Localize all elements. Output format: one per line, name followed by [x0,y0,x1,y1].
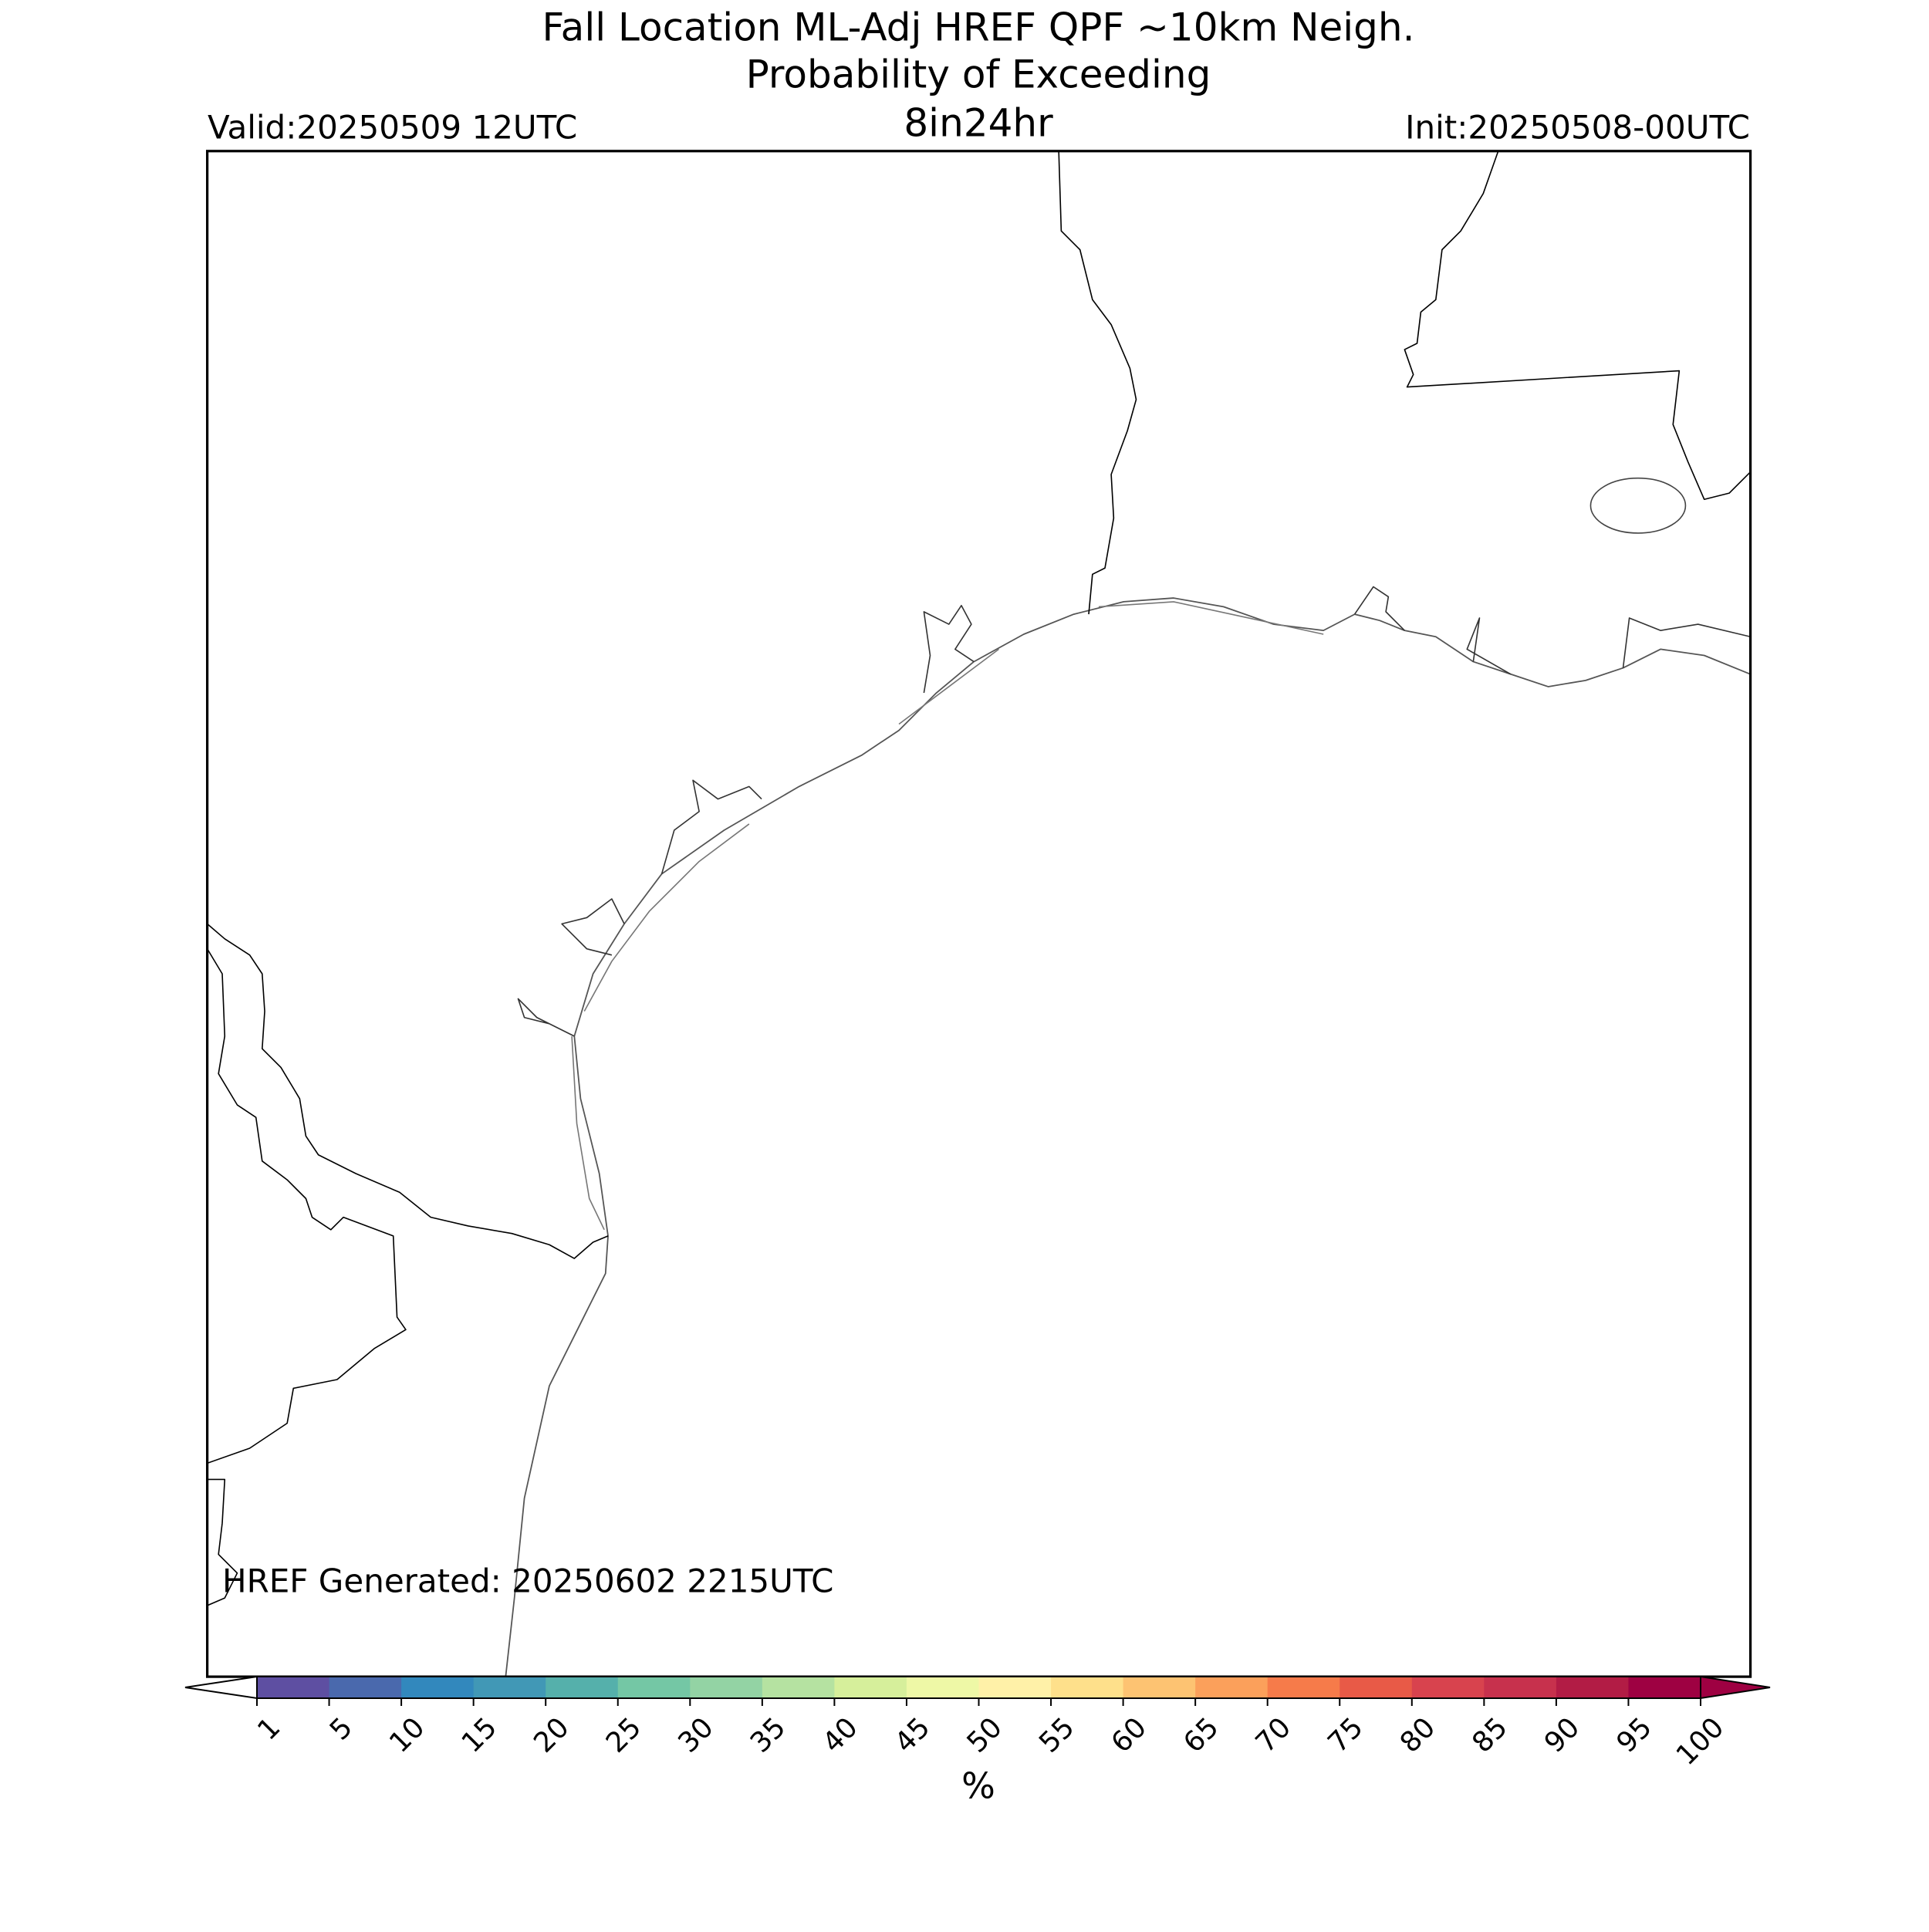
colorbar-segment [1411,1677,1485,1698]
colorbar-segment [329,1677,402,1698]
colorbar-segment [1484,1677,1557,1698]
colorbar-tick-label: 55 [1033,1711,1080,1758]
colorbar-label: % [961,1765,995,1807]
colorbar-segment [1267,1677,1340,1698]
colorbar-tick-label: 80 [1394,1711,1441,1758]
colorbar-tick-label: 65 [1177,1711,1225,1758]
colorbar-segment [1123,1677,1196,1698]
colorbar-tick-label: 85 [1466,1711,1513,1758]
init-time: Init:20250508-00UTC [1405,109,1750,147]
colorbar-tick-label: 100 [1671,1711,1731,1772]
state-border [1058,150,1751,615]
colorbar-segment [1195,1677,1269,1698]
colorbar-tick-label: 35 [745,1711,792,1758]
colorbar-segment [762,1677,835,1698]
colorbar-tick-label: 40 [816,1711,863,1758]
colorbar-segment [401,1677,475,1698]
title-line: Fall Location ML-Adj HREF QPF ~10km Neig… [542,5,1415,50]
lake [1589,477,1687,534]
coastline [505,597,1751,1677]
colorbar-tick-label: 90 [1539,1711,1586,1758]
map [205,150,1752,1678]
colorbar-segment [546,1677,619,1698]
colorbar: 1 5 10 15 20 25 30 35 40 45 50 55 60 65 70 75 80 85 90 95 10… [184,1675,1771,1772]
colorbar-tick-label: 25 [600,1711,647,1758]
colorbar-tick-label: 70 [1250,1711,1297,1758]
bays [517,586,1751,1037]
colorbar-segment [1628,1677,1701,1698]
colorbar-tick-label: 75 [1322,1711,1369,1758]
colorbar-segment [906,1677,979,1698]
colorbar-segment [1556,1677,1629,1698]
colorbar-tick-label: 45 [889,1711,936,1758]
colorbar-tick-label: 60 [1106,1711,1153,1758]
title-line: Probability of Exceeding [746,52,1211,97]
valid-time: Valid:20250509 12UTC [208,109,577,147]
generated-time: HREF Generated: 20250602 2215UTC [222,1562,833,1600]
colorbar-segment [978,1677,1052,1698]
country-border [207,923,609,1259]
colorbar-tick-label: 20 [528,1711,575,1758]
province-border [207,948,407,1606]
colorbar-over [1700,1675,1771,1700]
colorbar-segment [257,1677,330,1698]
colorbar-under [184,1675,258,1700]
colorbar-segment [1051,1677,1124,1698]
colorbar-tick-label: 50 [961,1711,1008,1758]
colorbar-tick-label: 10 [383,1711,431,1758]
colorbar-tick-label: 30 [672,1711,719,1758]
colorbar-segment [1339,1677,1413,1698]
colorbar-tick-label: 5 [324,1711,359,1746]
product-label: 8in24hr [904,101,1053,146]
colorbar-segment [834,1677,907,1698]
colorbar-segment [473,1677,546,1698]
colorbar-segment [617,1677,691,1698]
colorbar-tick-label: 95 [1611,1711,1658,1758]
colorbar-tick-label: 1 [252,1711,286,1746]
colorbar-tick-label: 15 [456,1711,503,1758]
colorbar-segment [690,1677,763,1698]
barrier-islands [571,601,1324,1231]
